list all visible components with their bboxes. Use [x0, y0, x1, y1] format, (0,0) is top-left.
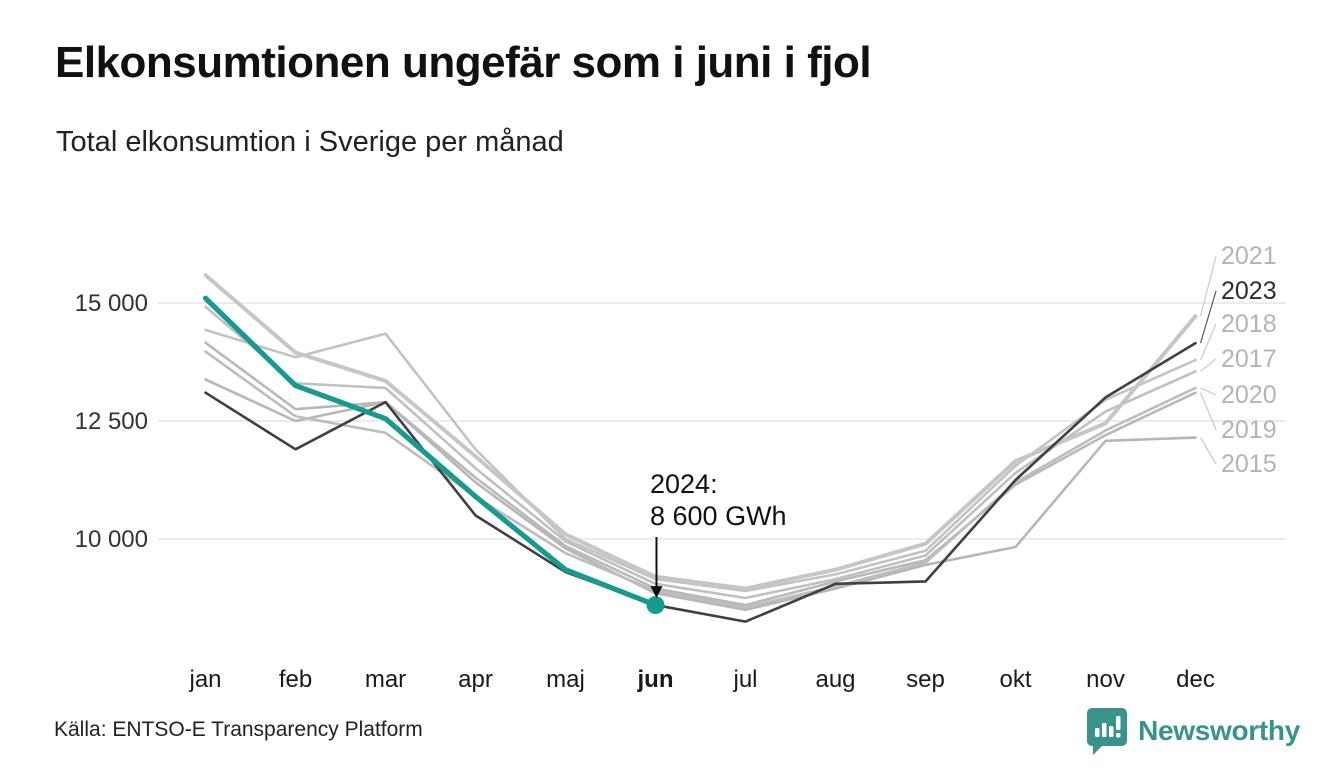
brand-name: Newsworthy [1138, 715, 1300, 746]
annotation-line-1: 2024: [650, 469, 718, 499]
series-label-2017: 2017 [1221, 345, 1277, 373]
x-tick-label-sep: sep [906, 666, 945, 693]
series-label-2019: 2019 [1221, 416, 1277, 444]
x-tick-label-jul: jul [732, 666, 757, 693]
x-tick-label-mar: mar [365, 666, 406, 693]
y-tick-label: 10 000 [75, 526, 148, 553]
series-label-2023: 2023 [1221, 277, 1277, 305]
x-tick-label-okt: okt [999, 666, 1031, 693]
page-title: Elkonsumtionen ungefär som i juni i fjol [55, 38, 872, 87]
annotation-line-2: 8 600 GWh [650, 501, 787, 531]
series-line-2021 [203, 273, 1198, 591]
newsworthy-logo-icon [1087, 708, 1128, 755]
x-tick-label-jan: jan [188, 666, 221, 693]
brand-lockup: Newsworthy [1086, 706, 1300, 756]
series-line-2024 [202, 295, 659, 608]
label-connector-2019 [1199, 392, 1217, 431]
label-connector-2015 [1199, 437, 1217, 465]
series-label-2021: 2021 [1221, 242, 1277, 270]
series-line-2015 [204, 378, 1197, 612]
x-tick-label-nov: nov [1086, 666, 1125, 693]
x-tick-label-apr: apr [458, 666, 493, 693]
series-label-2015: 2015 [1221, 450, 1277, 478]
annotation-arrow-head [650, 586, 663, 599]
series-label-2020: 2020 [1221, 381, 1277, 409]
x-tick-label-feb: feb [279, 666, 312, 693]
x-tick-label-maj: maj [546, 666, 585, 693]
label-connector-2020 [1200, 387, 1217, 396]
label-connector-2023 [1199, 290, 1217, 344]
series-line-2023 [204, 341, 1197, 623]
label-connector-2021 [1199, 255, 1217, 317]
x-tick-label-dec: dec [1176, 666, 1215, 693]
chart-subtitle: Total elkonsumtion i Sverige per månad [56, 126, 564, 158]
series-line-2017 [204, 305, 1197, 600]
series-line-2019 [204, 341, 1197, 607]
x-tick-label-aug: aug [815, 666, 855, 693]
source-note: Källa: ENTSO-E Transparency Platform [54, 718, 423, 741]
label-connector-2017 [1200, 358, 1217, 372]
y-tick-label: 12 500 [75, 408, 148, 435]
current-month-dot [646, 596, 665, 615]
series-label-2018: 2018 [1221, 310, 1277, 338]
series-line-2020 [204, 350, 1197, 609]
label-connector-2018 [1199, 323, 1217, 361]
y-tick-label: 15 000 [75, 290, 148, 317]
x-tick-label-jun: jun [637, 666, 674, 693]
